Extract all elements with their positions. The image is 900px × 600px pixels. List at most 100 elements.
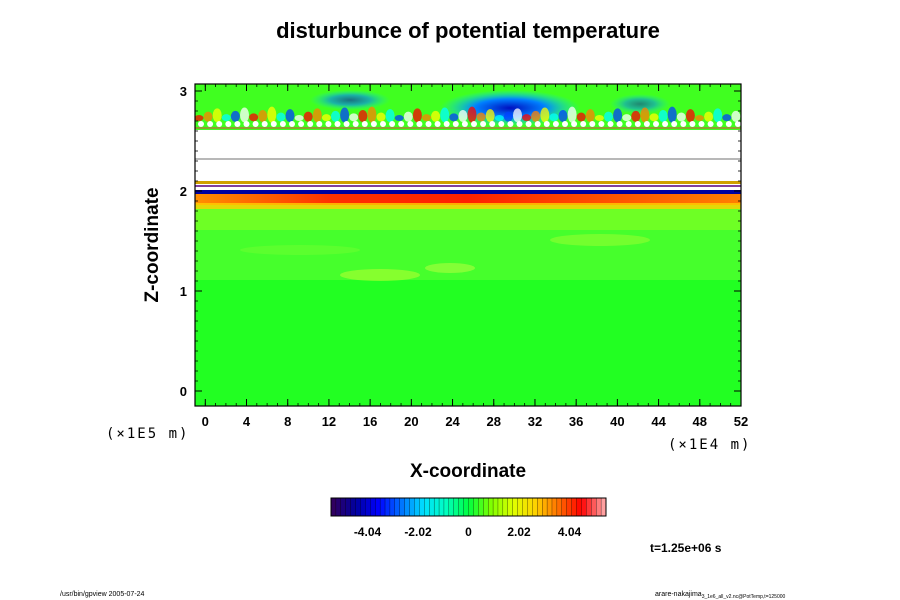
colorbar-cell [537,497,543,517]
upper-layer-blob [713,108,723,123]
upper-layer-void [370,121,377,127]
colorbar-cell [596,497,602,517]
x-tick-label: 40 [610,414,624,429]
upper-layer-blob [258,110,268,122]
upper-layer-blob [585,109,595,123]
upper-layer-void [534,121,541,127]
upper-layer-blob [412,108,422,123]
upper-layer-void [689,121,696,127]
upper-layer-void [307,121,314,127]
upper-layer-void [552,121,559,127]
upper-layer-blob [376,112,386,122]
colorbar-cell [394,497,401,517]
upper-layer-void [380,121,386,127]
colorbar-cell [335,497,342,517]
footer-right-sub: 3_1e6_all_v2.nc@PotTemp,t=125000 [702,594,786,600]
colorbar-cell [551,497,558,517]
upper-layer-void [680,121,687,127]
x-tick-label: 8 [284,414,291,429]
y-tick-label: 1 [180,284,187,299]
upper-layer-void [361,121,368,127]
upper-layer-void [653,121,659,127]
colorbar-cell [507,497,514,517]
upper-layer-void [461,121,468,127]
colorbar-tick-label: 4.04 [558,525,582,539]
upper-layer-void [334,121,341,127]
colorbar-cell [581,497,587,517]
upper-layer-blob [695,115,704,121]
upper-layer-blob [449,113,459,122]
upper-layer-void [698,121,705,127]
upper-layer-void [416,121,423,127]
upper-layer-void [316,121,323,127]
colorbar-cell [409,497,415,517]
colorbar-cell [419,497,425,517]
upper-layer-void [516,121,523,127]
upper-layer-blob [403,111,413,122]
colorbar-cell [566,497,573,517]
upper-layer-void [298,121,305,127]
y-axis: 0 1 2 3 [180,84,741,399]
upper-layer-blob [340,107,350,123]
x-tick-label: 16 [363,414,377,429]
upper-layer-void [198,121,204,127]
upper-layer-blob [385,109,395,123]
colorbar-tick-label: -2.02 [404,525,432,539]
upper-layer-blob [467,106,477,123]
positive-band [195,193,741,205]
upper-layer-blob [503,111,513,122]
upper-layer-void [734,121,741,127]
upper-layer-blob [722,114,732,122]
upper-layer-void [671,121,678,127]
upper-layer-blob [367,106,377,123]
upper-layer-blob [604,111,613,122]
upper-layer-blob [485,109,495,123]
upper-layer-blob [203,111,213,122]
colorbar-cell [473,497,479,517]
upper-layer-void [343,121,350,127]
colorbar-cell [375,497,381,517]
upper-layer-blob [249,113,259,122]
upper-layer-blob [549,113,559,122]
colorbar-cell [512,497,519,517]
upper-layer-blob [704,111,714,122]
colorbar-cell [527,497,533,517]
colorbar-cell [355,497,361,517]
upper-layer-blob [667,106,677,123]
upper-layer-blob [276,112,286,122]
upper-layer-void [443,121,450,127]
upper-layer-blob [640,107,650,123]
upper-layer-blob [558,110,568,122]
upper-layer-void [216,121,223,127]
colorbar-cell [576,497,582,517]
upper-layer-blob [230,110,240,122]
upper-layer-blob [685,109,695,123]
y-tick-label: 3 [180,84,187,99]
upper-layer-blob [331,110,340,122]
colorbar-cell [571,497,577,517]
colorbar-cell [453,497,460,517]
colorbar-tick-label: 2.02 [507,525,531,539]
time-label: t=1.25e+06 s [650,541,722,555]
upper-layer-blob [576,112,586,122]
colorbar-cell [345,497,352,517]
upper-layer-blob [294,115,304,121]
upper-layer-void [498,121,505,127]
upper-layer-void [325,121,332,127]
upper-layer-blob [358,110,368,122]
x-tick-label: 0 [202,414,209,429]
y-tick-label: 2 [180,184,187,199]
upper-layer-blob [431,110,441,122]
colorbar-cell [389,497,396,517]
upper-layer-blob [285,109,295,123]
upper-layer-void [434,121,441,127]
x-tick-label: 20 [404,414,418,429]
upper-layer-void [289,121,295,127]
colorbar-cell [542,497,548,517]
upper-layer-void [407,121,414,127]
colorbar-cell [546,497,553,517]
colorbar-tick-label: 0 [465,525,472,539]
colorbar-frame [330,497,607,517]
colorbar-cell [429,497,435,517]
upper-layer-void [234,121,241,127]
